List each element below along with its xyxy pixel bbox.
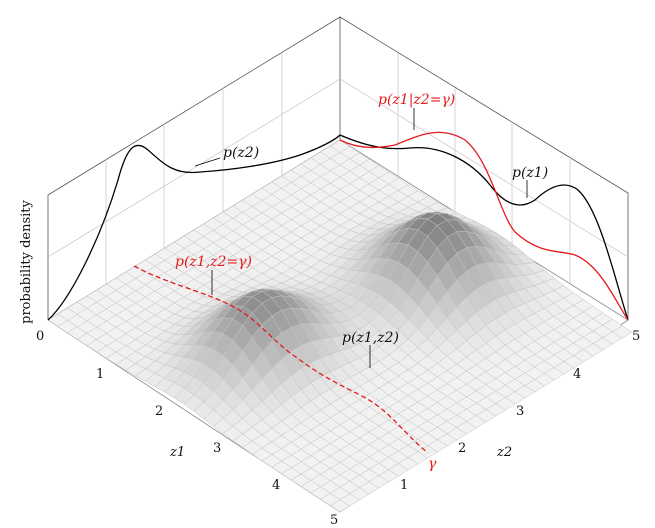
gamma-slice-line	[133, 265, 429, 454]
joint-label: p(z1,z2)	[342, 330, 399, 346]
z1-tick: 1	[96, 367, 104, 382]
surface-cell	[329, 499, 351, 513]
right-wall-frame	[339, 16, 629, 320]
z2-tick: 2	[458, 441, 466, 456]
z2-tick: 5	[632, 329, 640, 344]
z2-ticks: 1 2 3 4 5	[400, 329, 640, 493]
z2-tick: 3	[516, 404, 524, 419]
gamma-label: γ	[428, 456, 437, 472]
left-wall-frame	[47, 16, 341, 320]
z1-tick: 2	[155, 404, 163, 419]
y-axis-label: probability density	[19, 199, 34, 323]
z1-axis-label: z1	[169, 445, 185, 460]
z2-tick: 4	[573, 367, 581, 382]
marginal-z1-curve	[339, 134, 629, 321]
z1-tick: 3	[213, 441, 221, 456]
z2-axis-label: z2	[496, 445, 512, 460]
z1-tick: 0	[36, 329, 44, 344]
marginal-z2-curve	[47, 134, 341, 321]
marginal-z2-leader	[194, 157, 221, 167]
z1-tick: 5	[330, 513, 338, 528]
marginal-z2-label: p(z2)	[223, 145, 259, 161]
slice-label: p(z1,z2=γ)	[175, 254, 252, 270]
marginal-z1-label: p(z1)	[512, 165, 548, 181]
conditional-curve	[339, 131, 629, 321]
z1-ticks: 0 1 2 3 4 5	[36, 329, 338, 528]
conditional-label: p(z1|z2=γ)	[378, 92, 455, 108]
z1-tick: 4	[272, 478, 280, 493]
joint-density-surface	[47, 139, 633, 513]
z2-tick: 1	[400, 478, 408, 493]
